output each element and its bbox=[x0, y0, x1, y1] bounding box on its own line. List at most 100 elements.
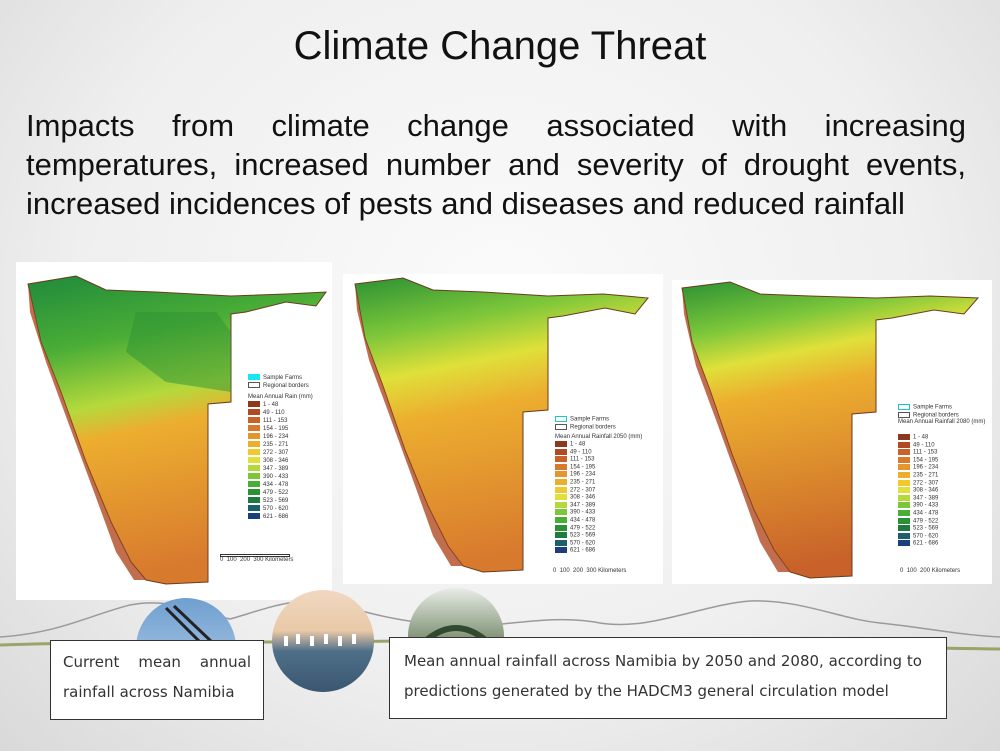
legend-class-row: 390 - 433 bbox=[248, 473, 313, 481]
legend-class-row: 1 - 48 bbox=[555, 441, 642, 449]
scale-tick: 0 bbox=[900, 568, 904, 574]
legend-class-label: 523 - 569 bbox=[913, 525, 939, 532]
scale-tick: 200 bbox=[920, 568, 931, 574]
legend-class-row: 434 - 478 bbox=[555, 516, 642, 525]
legend-swatch bbox=[898, 532, 910, 539]
legend-swatch bbox=[248, 441, 260, 448]
legend-class-label: 621 - 686 bbox=[913, 540, 939, 547]
map-legend-current: Sample Farms Regional borders Mean Annua… bbox=[248, 374, 313, 521]
map-panel-2050: Sample Farms Regional borders Mean Annua… bbox=[343, 274, 663, 584]
legend-swatch bbox=[555, 441, 567, 448]
legend-class-row: 272 - 307 bbox=[555, 486, 642, 495]
legend-class-row: 111 - 153 bbox=[555, 456, 642, 464]
scale-tick: 0 bbox=[220, 557, 224, 563]
legend-swatch bbox=[248, 497, 260, 504]
legend-swatch bbox=[898, 525, 910, 532]
legend-class-label: 272 - 307 bbox=[263, 450, 289, 456]
legend-swatch bbox=[248, 409, 260, 416]
legend-class-label: 479 - 522 bbox=[570, 525, 596, 532]
legend-class-label: 196 - 234 bbox=[570, 472, 596, 479]
legend-class-row: 1 - 48 bbox=[248, 401, 313, 409]
namibia-map-2050 bbox=[354, 277, 649, 573]
legend-class-label: 347 - 389 bbox=[913, 495, 939, 502]
legend-swatch bbox=[898, 494, 910, 501]
legend-class-label: 1 - 48 bbox=[263, 402, 279, 408]
legend-class-row: 479 - 522 bbox=[555, 524, 642, 533]
scale-tick: 100 bbox=[226, 557, 237, 563]
legend-class-label: 390 - 433 bbox=[913, 502, 939, 509]
legend-class-label: 434 - 478 bbox=[263, 482, 289, 488]
legend-class-row: 272 - 307 bbox=[898, 479, 985, 488]
legend-swatch bbox=[898, 509, 910, 516]
legend-swatch bbox=[555, 516, 567, 523]
legend-swatch bbox=[248, 425, 260, 432]
legend-class-label: 49 - 110 bbox=[570, 449, 592, 456]
legend-title: Mean Annual Rainfall 2050 (mm) bbox=[555, 434, 643, 441]
legend-class-label: 111 - 153 bbox=[263, 418, 288, 424]
legend-class-row: 154 - 195 bbox=[555, 463, 642, 472]
legend-class-label: 308 - 346 bbox=[263, 458, 289, 464]
legend-class-label: 154 - 195 bbox=[913, 457, 939, 464]
legend-class-label: 235 - 271 bbox=[913, 472, 939, 479]
legend-class-row: 154 - 195 bbox=[248, 425, 313, 433]
legend-swatch bbox=[248, 481, 260, 488]
legend-class-label: 523 - 569 bbox=[263, 498, 289, 504]
legend-borders: Regional borders bbox=[913, 412, 959, 419]
scale-bar-2080: 0 100 200 Kilometers bbox=[900, 568, 960, 574]
legend-swatch bbox=[555, 479, 567, 486]
legend-class-label: 235 - 271 bbox=[263, 442, 289, 448]
map-legend-2080: Sample Farms Regional borders Mean Annua… bbox=[898, 404, 985, 548]
legend-class-label: 621 - 686 bbox=[263, 514, 289, 520]
legend-class-row: 196 - 234 bbox=[555, 471, 642, 479]
scale-tick: 100 bbox=[559, 568, 570, 574]
legend-class-row: 523 - 569 bbox=[898, 525, 985, 533]
scale-tick: 200 bbox=[573, 568, 584, 574]
legend-title: Mean Annual Rain (mm) bbox=[248, 394, 313, 400]
namibia-map-current bbox=[27, 275, 328, 585]
legend-swatch bbox=[248, 433, 260, 440]
map-legend-2050: Sample Farms Regional borders Mean Annua… bbox=[555, 416, 642, 555]
legend-class-row: 154 - 195 bbox=[898, 456, 985, 465]
legend-class-row: 347 - 389 bbox=[555, 501, 642, 510]
legend-swatch bbox=[898, 487, 910, 494]
legend-class-label: 154 - 195 bbox=[263, 426, 289, 432]
legend-class-row: 621 - 686 bbox=[555, 547, 642, 555]
legend-class-row: 49 - 110 bbox=[898, 441, 985, 450]
scale-unit: Kilometers bbox=[265, 557, 294, 563]
legend-class-label: 49 - 110 bbox=[913, 442, 935, 449]
scale-tick: 300 bbox=[253, 557, 264, 563]
legend-class-label: 49 - 110 bbox=[263, 410, 285, 416]
legend-class-label: 235 - 271 bbox=[570, 479, 596, 486]
legend-class-row: 570 - 620 bbox=[555, 539, 642, 548]
legend-swatch bbox=[555, 509, 567, 516]
legend-class-label: 570 - 620 bbox=[913, 533, 939, 540]
legend-class-label: 390 - 433 bbox=[570, 509, 596, 516]
legend-class-row: 479 - 522 bbox=[248, 489, 313, 497]
legend-class-label: 523 - 569 bbox=[570, 532, 596, 539]
caption-current-rainfall: Current mean annual rainfall across Nami… bbox=[50, 640, 264, 720]
scale-tick: 100 bbox=[906, 568, 917, 574]
legend-class-row: 272 - 307 bbox=[248, 449, 313, 457]
legend-class-row: 49 - 110 bbox=[248, 409, 313, 417]
scale-bar-2050: 0 100 200 300 Kilometers bbox=[553, 568, 626, 574]
flamingo-photo bbox=[272, 590, 374, 692]
legend-swatch bbox=[248, 513, 260, 520]
legend-swatch bbox=[555, 524, 567, 531]
legend-farms: Sample Farms bbox=[263, 375, 303, 381]
legend-class-label: 479 - 522 bbox=[913, 518, 939, 525]
legend-swatch bbox=[555, 486, 567, 493]
map-panel-current: Sample Farms Regional borders Mean Annua… bbox=[16, 262, 332, 600]
legend-class-row: 235 - 271 bbox=[898, 472, 985, 480]
legend-class-label: 272 - 307 bbox=[913, 480, 939, 487]
legend-swatch bbox=[898, 449, 910, 456]
legend-swatch bbox=[555, 494, 567, 501]
legend-borders: Regional borders bbox=[570, 424, 616, 431]
legend-swatch bbox=[898, 502, 910, 509]
legend-class-label: 621 - 686 bbox=[570, 547, 596, 554]
scale-tick: 200 bbox=[240, 557, 251, 563]
legend-swatch bbox=[248, 417, 260, 424]
legend-class-label: 308 - 346 bbox=[913, 487, 939, 494]
legend-class-label: 1 - 48 bbox=[913, 434, 929, 441]
legend-class-row: 570 - 620 bbox=[898, 532, 985, 541]
legend-class-row: 434 - 478 bbox=[248, 481, 313, 489]
